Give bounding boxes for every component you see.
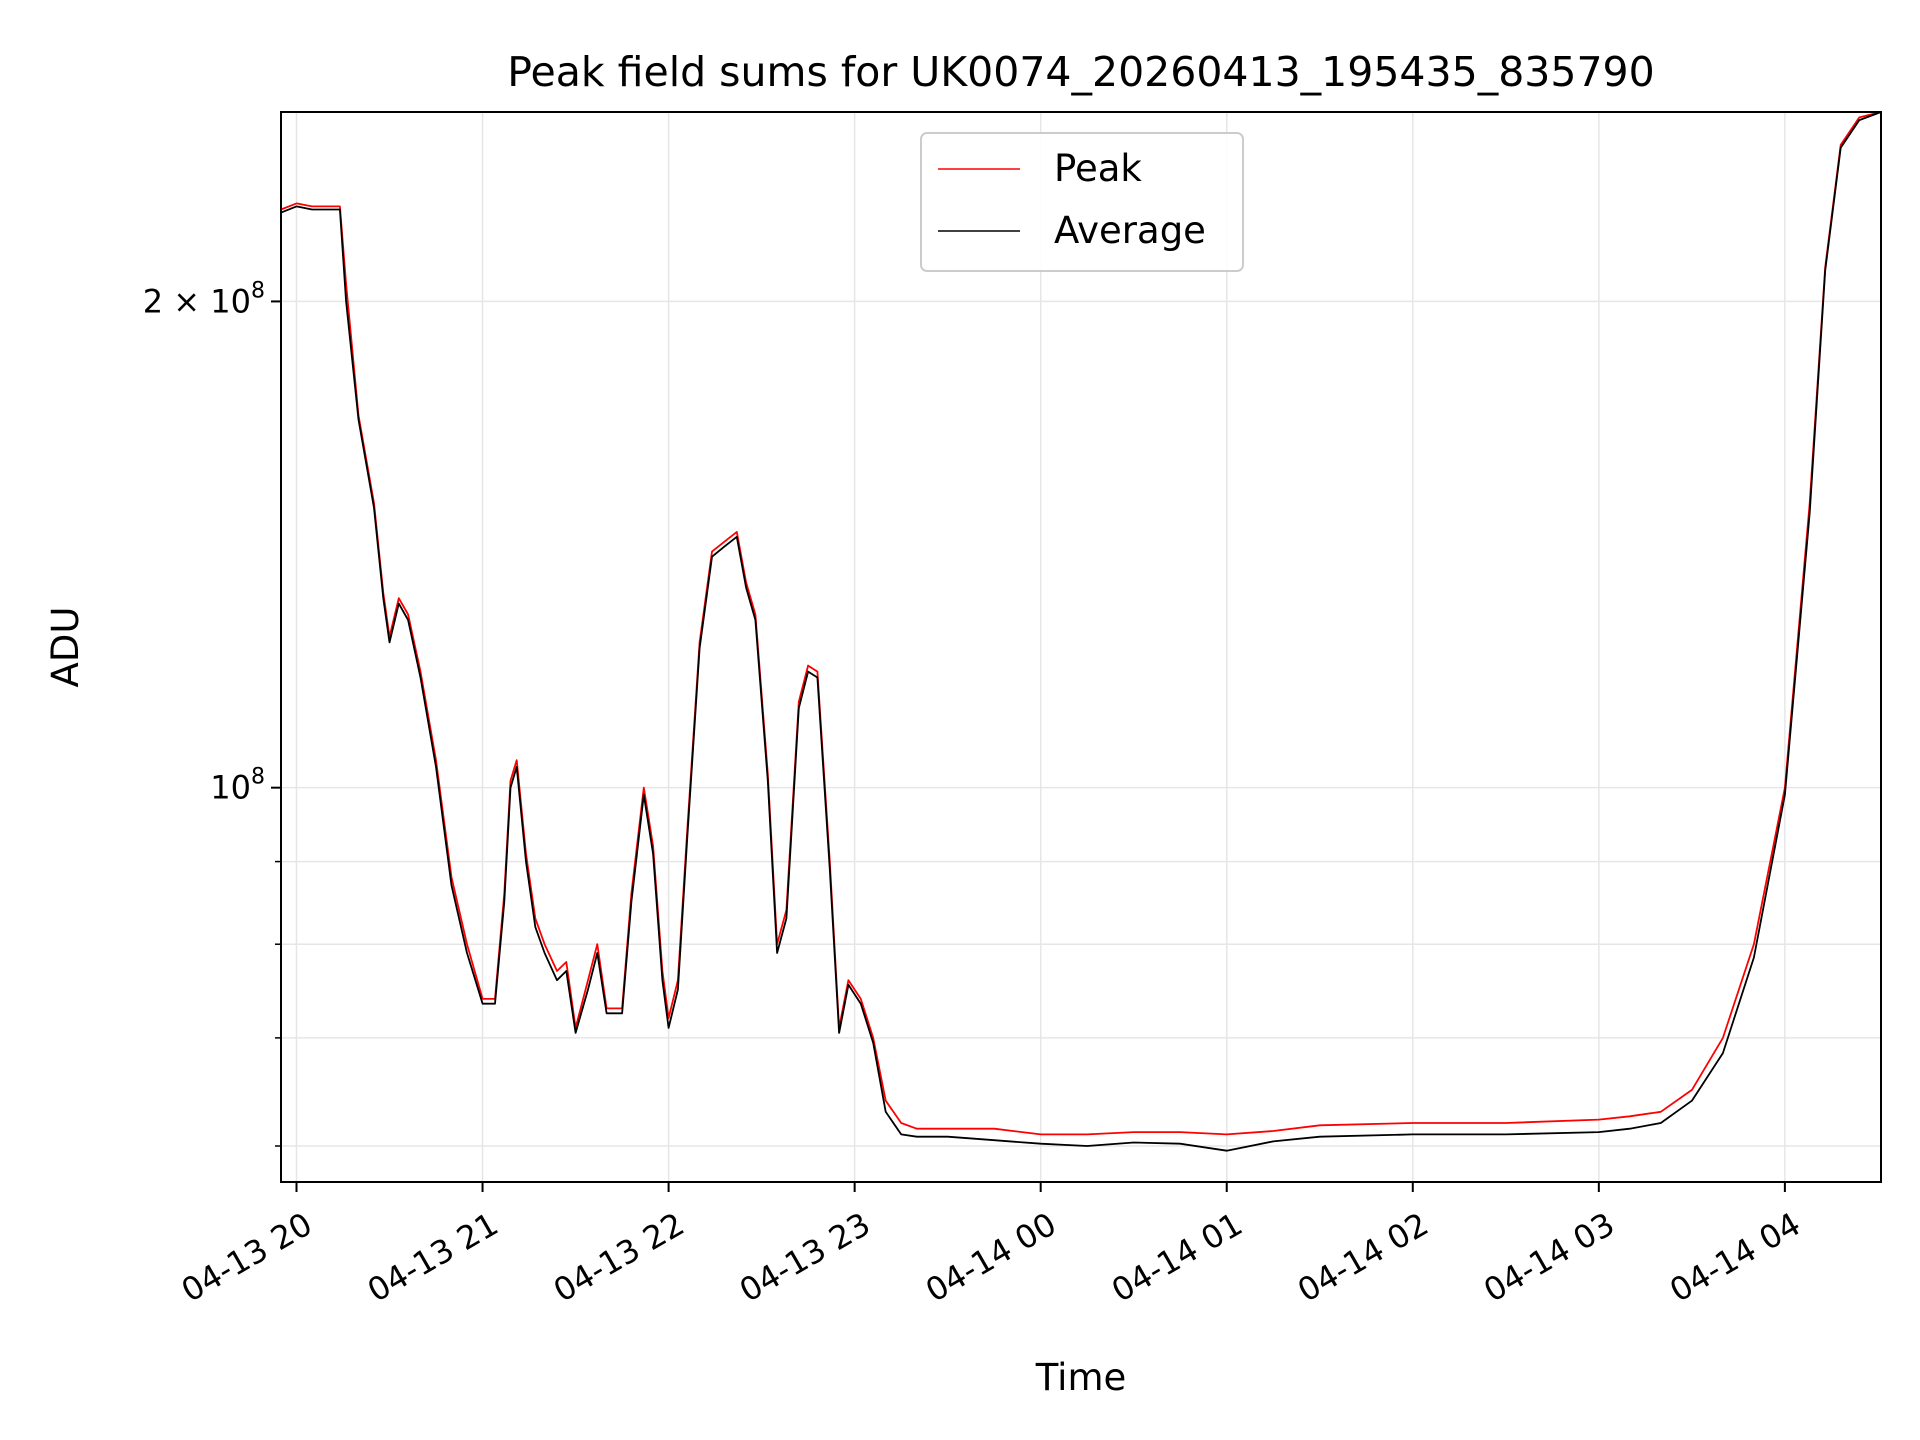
axes-frame — [280, 111, 1882, 1183]
x-tick-label: 04-14 04 — [1663, 1205, 1807, 1310]
x-axis: 04-13 20 04-13 21 04-13 22 04-13 23 04-14 00… — [175, 1182, 1807, 1310]
legend-box — [920, 132, 1244, 272]
series-line-average — [281, 112, 1881, 1152]
x-tick-label: 04-13 20 — [175, 1205, 319, 1310]
x-tick-label: 04-14 03 — [1477, 1205, 1621, 1310]
x-tick-label: 04-13 23 — [733, 1205, 877, 1310]
plot-area — [281, 112, 1881, 1152]
x-tick-label: 04-13 21 — [361, 1205, 505, 1310]
y-axis-label: ADU — [44, 607, 87, 688]
x-tick-label: 04-13 22 — [547, 1205, 691, 1310]
chart-title: Peak field sums for UK0074_20260413_1954… — [507, 48, 1654, 96]
y-axis: 108 2 × 108 — [143, 278, 281, 1147]
legend: Peak Average — [920, 132, 1244, 272]
x-axis-label: Time — [1035, 1356, 1127, 1399]
y-tick-label: 108 — [210, 765, 265, 807]
grid — [281, 112, 1881, 1182]
legend-label-average: Average — [1054, 209, 1206, 252]
legend-label-peak: Peak — [1054, 147, 1142, 190]
y-tick-label: 2 × 108 — [143, 278, 265, 320]
x-tick-label: 04-14 02 — [1291, 1205, 1435, 1310]
x-tick-label: 04-14 01 — [1105, 1205, 1249, 1310]
x-tick-label: 04-14 00 — [919, 1205, 1063, 1310]
series-line-peak — [281, 112, 1881, 1136]
